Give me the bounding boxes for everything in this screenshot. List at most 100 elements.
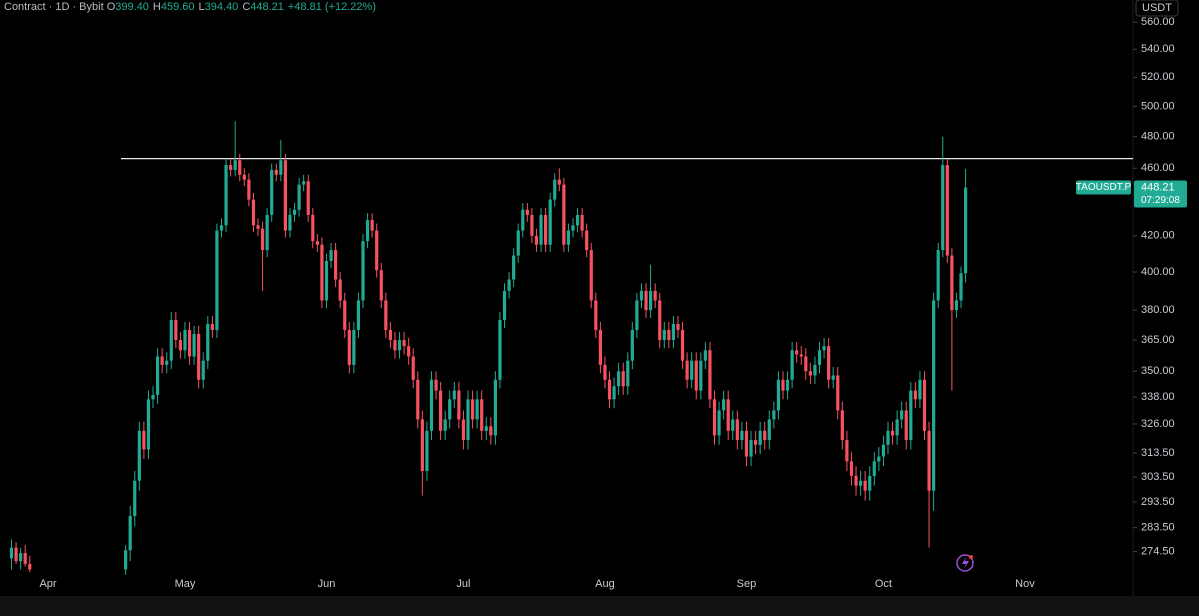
- candle-body: [932, 300, 936, 491]
- candle-body: [165, 360, 169, 365]
- candle-body: [904, 410, 908, 441]
- candle-body: [658, 300, 662, 341]
- x-tick-label: Nov: [1015, 578, 1035, 590]
- ohlc-value: 448.21: [250, 1, 284, 13]
- y-tick-label: 400.00: [1141, 266, 1175, 278]
- candle-body: [936, 250, 940, 301]
- candle-body: [900, 410, 904, 420]
- y-tick-label: 365.00: [1141, 334, 1175, 346]
- candle-body: [735, 419, 739, 441]
- candle-body: [128, 515, 132, 551]
- candle-body: [229, 165, 233, 170]
- candle-body: [448, 399, 452, 420]
- candle-body: [749, 440, 753, 457]
- currency-button[interactable]: [1135, 0, 1179, 17]
- candle-body: [594, 300, 598, 330]
- candle-body: [607, 379, 612, 400]
- candle-body: [813, 364, 817, 376]
- candle-body: [502, 290, 507, 320]
- candle-body: [443, 419, 447, 431]
- x-tick-label: Oct: [875, 578, 892, 590]
- candle-body: [544, 214, 548, 245]
- candle-body: [256, 225, 260, 229]
- candle-body: [233, 160, 237, 170]
- candle-body: [575, 214, 580, 226]
- change: +48.81 (+12.22%): [287, 1, 376, 13]
- candle-body: [790, 350, 794, 380]
- ohlc-value: 459.60: [160, 1, 195, 13]
- candle-body: [274, 169, 278, 175]
- alert-icon[interactable]: [956, 554, 974, 572]
- currency: USDT: [1142, 2, 1172, 14]
- candle-body: [585, 230, 589, 251]
- candle-body: [831, 375, 835, 380]
- candle-body: [635, 300, 639, 330]
- candle-body: [886, 430, 890, 445]
- candle-body: [507, 279, 511, 291]
- candle-body: [187, 329, 192, 357]
- y-tick-label: 313.50: [1141, 447, 1175, 459]
- y-tick-label: 460.00: [1141, 162, 1175, 174]
- y-tick-label: 420.00: [1141, 230, 1175, 242]
- candle-body: [169, 319, 173, 361]
- candle-body: [963, 187, 968, 274]
- candle-body: [370, 220, 374, 231]
- candle-body: [9, 547, 14, 559]
- alert-dot: [969, 555, 973, 559]
- candle-body: [480, 399, 484, 431]
- candle-body: [731, 419, 735, 431]
- candle-body: [14, 547, 18, 562]
- candle-body: [918, 379, 922, 400]
- candle-body: [909, 390, 913, 441]
- bottom-bar: [0, 596, 1199, 616]
- candle-body: [356, 300, 361, 330]
- symbol-info: Contract · 1D · Bybit: [4, 1, 104, 13]
- candle-body: [320, 244, 324, 301]
- candle-body: [329, 250, 333, 262]
- candle-body: [302, 181, 306, 185]
- candle-body: [612, 386, 616, 400]
- y-tick-label: 350.00: [1141, 365, 1175, 377]
- candle-body: [247, 179, 251, 200]
- candle-body: [548, 199, 552, 245]
- candle-body: [799, 354, 803, 357]
- candle-body: [795, 350, 799, 355]
- candle-body: [411, 356, 415, 380]
- candle-body: [402, 340, 406, 347]
- candle-body: [174, 319, 178, 341]
- candle-body: [379, 270, 383, 301]
- candle-body: [361, 241, 365, 301]
- candle-body: [785, 379, 790, 391]
- candle-body: [580, 214, 584, 231]
- candle-body: [324, 261, 329, 301]
- candle-body: [804, 356, 808, 372]
- y-tick-label: 500.00: [1141, 100, 1175, 112]
- symbol-tag-bg: [1076, 180, 1131, 195]
- x-tick-label: Jul: [456, 578, 470, 590]
- candle-body: [183, 329, 187, 351]
- candle-body: [530, 214, 534, 236]
- y-tick-label: 283.50: [1141, 522, 1175, 534]
- price-tag-bg: [1134, 180, 1187, 208]
- candle-body: [160, 356, 164, 365]
- candle-body: [375, 230, 379, 271]
- candle-body: [347, 329, 351, 365]
- candle-body: [23, 552, 27, 564]
- candle-body: [297, 184, 301, 210]
- candle-body: [142, 430, 146, 450]
- ohlc-values: O399.40 H459.60 L394.40 C448.21: [107, 1, 288, 13]
- candle-body: [959, 273, 963, 301]
- candle-body: [685, 360, 689, 380]
- candle-body: [671, 323, 676, 341]
- candle-body: [452, 390, 456, 400]
- candle-body: [420, 419, 424, 471]
- candle-body: [146, 399, 151, 450]
- candle-body: [306, 181, 310, 215]
- candle-body: [151, 394, 155, 400]
- candle-body: [877, 456, 881, 462]
- y-tick-label: 480.00: [1141, 131, 1175, 143]
- candle-body: [124, 550, 128, 570]
- candle-body: [822, 346, 826, 351]
- candle-body: [827, 346, 831, 380]
